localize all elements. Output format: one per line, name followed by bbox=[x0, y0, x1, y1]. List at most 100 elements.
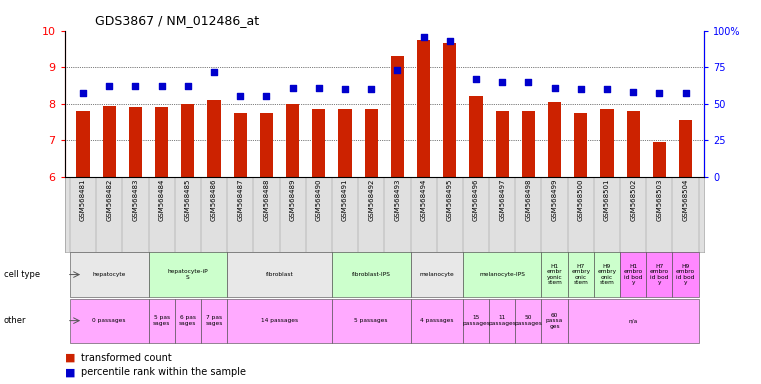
Point bbox=[549, 84, 561, 91]
Text: H9
embry
onic
stem: H9 embry onic stem bbox=[597, 264, 616, 285]
Point bbox=[522, 79, 534, 85]
Text: GSM568500: GSM568500 bbox=[578, 179, 584, 222]
Point bbox=[155, 83, 167, 89]
Text: GSM568502: GSM568502 bbox=[630, 179, 636, 221]
Bar bbox=[673, 252, 699, 297]
Text: H7
embro
id bod
y: H7 embro id bod y bbox=[650, 264, 669, 285]
Point bbox=[680, 90, 692, 96]
Bar bbox=[76, 111, 90, 177]
Bar bbox=[365, 109, 377, 177]
Bar bbox=[332, 298, 410, 343]
Bar bbox=[575, 113, 587, 177]
Bar bbox=[312, 109, 326, 177]
Text: GSM568504: GSM568504 bbox=[683, 179, 689, 221]
Text: ■: ■ bbox=[65, 353, 75, 363]
Text: GDS3867 / NM_012486_at: GDS3867 / NM_012486_at bbox=[95, 14, 260, 27]
Text: GSM568484: GSM568484 bbox=[158, 179, 164, 221]
Bar bbox=[260, 113, 273, 177]
Text: 7 pas
sages: 7 pas sages bbox=[205, 315, 223, 326]
Bar bbox=[201, 298, 227, 343]
Text: GSM568485: GSM568485 bbox=[185, 179, 191, 221]
Point bbox=[627, 89, 639, 95]
Point bbox=[260, 93, 272, 99]
Text: 5 passages: 5 passages bbox=[355, 318, 388, 323]
Text: GSM568491: GSM568491 bbox=[342, 179, 348, 222]
Text: melanocyte: melanocyte bbox=[419, 272, 454, 277]
Bar bbox=[155, 107, 168, 177]
Point bbox=[575, 86, 587, 92]
Text: GSM568497: GSM568497 bbox=[499, 179, 505, 222]
Bar bbox=[600, 109, 613, 177]
Text: GSM568495: GSM568495 bbox=[447, 179, 453, 221]
Bar bbox=[339, 109, 352, 177]
Point bbox=[339, 86, 351, 92]
Bar bbox=[568, 252, 594, 297]
Text: 5 pas
sages: 5 pas sages bbox=[153, 315, 170, 326]
Text: GSM568488: GSM568488 bbox=[263, 179, 269, 222]
Text: GSM568482: GSM568482 bbox=[107, 179, 112, 221]
Bar bbox=[542, 298, 568, 343]
Text: melanocyte-IPS: melanocyte-IPS bbox=[479, 272, 525, 277]
Point bbox=[313, 84, 325, 91]
Text: H1
embro
id bod
y: H1 embro id bod y bbox=[623, 264, 643, 285]
Point bbox=[470, 76, 482, 82]
Text: hepatocyte-iP
S: hepatocyte-iP S bbox=[167, 269, 209, 280]
Bar bbox=[463, 252, 542, 297]
Bar bbox=[410, 252, 463, 297]
Point bbox=[234, 93, 247, 99]
Bar bbox=[391, 56, 404, 177]
Text: H1
embr
yonic
stem: H1 embr yonic stem bbox=[547, 264, 562, 285]
Text: H9
embro
id bod
y: H9 embro id bod y bbox=[676, 264, 695, 285]
Bar bbox=[70, 252, 148, 297]
Text: GSM568496: GSM568496 bbox=[473, 179, 479, 222]
Bar bbox=[470, 96, 482, 177]
Text: percentile rank within the sample: percentile rank within the sample bbox=[81, 367, 247, 377]
Bar bbox=[227, 298, 332, 343]
Text: GSM568489: GSM568489 bbox=[290, 179, 295, 222]
Text: hepatocyte: hepatocyte bbox=[93, 272, 126, 277]
Text: GSM568494: GSM568494 bbox=[421, 179, 427, 221]
Text: 50
passages: 50 passages bbox=[514, 315, 543, 326]
Text: GSM568492: GSM568492 bbox=[368, 179, 374, 221]
Bar bbox=[175, 298, 201, 343]
Bar bbox=[594, 252, 620, 297]
Bar bbox=[234, 113, 247, 177]
Bar bbox=[286, 104, 299, 177]
Bar bbox=[129, 107, 142, 177]
Text: H7
embry
onic
stem: H7 embry onic stem bbox=[572, 264, 591, 285]
Text: ■: ■ bbox=[65, 367, 75, 377]
Text: GSM568486: GSM568486 bbox=[211, 179, 217, 222]
Bar bbox=[443, 43, 457, 177]
Text: GSM568501: GSM568501 bbox=[604, 179, 610, 222]
Bar bbox=[181, 104, 194, 177]
Bar bbox=[148, 252, 227, 297]
Bar bbox=[653, 142, 666, 177]
Bar bbox=[620, 252, 646, 297]
Point bbox=[365, 86, 377, 92]
Point bbox=[444, 38, 456, 44]
Bar bbox=[70, 298, 148, 343]
Text: fibroblast-IPS: fibroblast-IPS bbox=[352, 272, 390, 277]
Text: GSM568490: GSM568490 bbox=[316, 179, 322, 222]
Text: 4 passages: 4 passages bbox=[420, 318, 454, 323]
Bar bbox=[679, 120, 693, 177]
Text: GSM568483: GSM568483 bbox=[132, 179, 139, 222]
Text: n/a: n/a bbox=[629, 318, 638, 323]
Text: fibroblast: fibroblast bbox=[266, 272, 294, 277]
Bar bbox=[646, 252, 673, 297]
Point bbox=[601, 86, 613, 92]
Text: 6 pas
sages: 6 pas sages bbox=[179, 315, 196, 326]
Bar bbox=[227, 252, 332, 297]
Text: GSM568493: GSM568493 bbox=[394, 179, 400, 222]
Text: cell type: cell type bbox=[4, 270, 40, 279]
Text: GSM568498: GSM568498 bbox=[525, 179, 531, 222]
Point bbox=[182, 83, 194, 89]
Point bbox=[653, 90, 665, 96]
Text: GSM568481: GSM568481 bbox=[80, 179, 86, 222]
Bar bbox=[522, 111, 535, 177]
Bar bbox=[463, 298, 489, 343]
Bar bbox=[148, 298, 175, 343]
Bar bbox=[417, 40, 430, 177]
Text: 60
passa
ges: 60 passa ges bbox=[546, 313, 563, 329]
Bar bbox=[548, 102, 561, 177]
